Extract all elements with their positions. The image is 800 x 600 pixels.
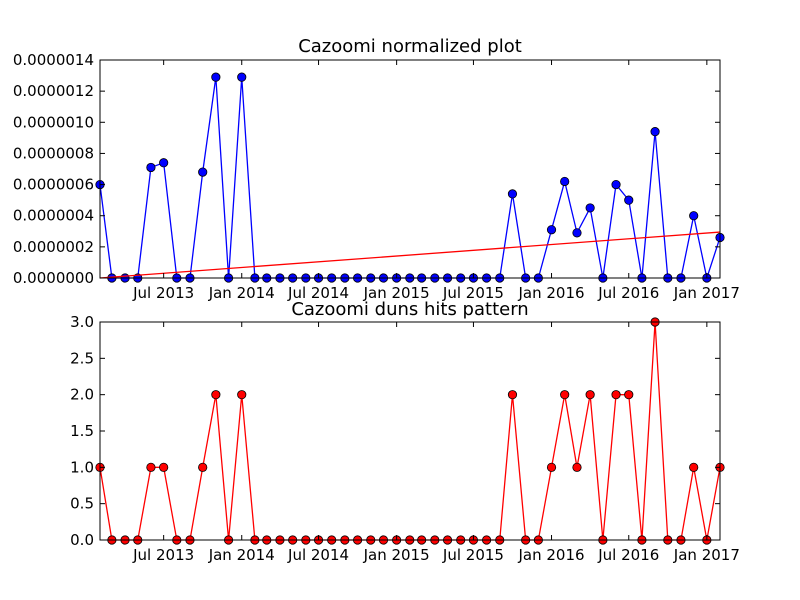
x-tick-label: Jan 2015	[363, 546, 430, 564]
x-tick-label: Jan 2017	[673, 284, 740, 302]
data-point-0-9	[211, 72, 221, 82]
x-tick-label: Jul 2013	[132, 284, 194, 302]
y-tick-label: 0.0000010	[13, 113, 94, 131]
x-tick-label: Jan 2014	[208, 546, 275, 564]
data-point-0-5	[159, 462, 169, 472]
data-point-0-43	[650, 127, 660, 137]
y-tick-label: 0.0000004	[13, 207, 94, 225]
series-line-1	[99, 231, 721, 279]
x-tick-label: Jul 2015	[442, 546, 504, 564]
x-tick-label: Jul 2013	[132, 546, 194, 564]
data-point-0-4	[146, 162, 156, 173]
data-point-0-38	[585, 203, 595, 213]
y-tick-label: 0.0000000	[13, 269, 94, 287]
x-tick-label: Jul 2014	[287, 284, 349, 302]
y-tick-label: 0.0000012	[13, 82, 94, 100]
y-tick-label: 0.5	[70, 495, 94, 513]
data-point-0-11	[237, 72, 247, 82]
data-point-0-5	[159, 158, 169, 168]
data-point-0-38	[585, 390, 595, 400]
x-tick-label: Jan 2014	[208, 284, 275, 302]
x-tick-label: Jan 2016	[517, 284, 584, 302]
x-tick-label: Jan 2017	[673, 546, 740, 564]
y-tick-label: 2.0	[70, 386, 94, 404]
data-point-0-32	[507, 189, 518, 199]
x-tick-label: Jul 2014	[287, 546, 349, 564]
x-tick-label: Jan 2016	[517, 546, 584, 564]
data-point-0-46	[689, 462, 699, 472]
x-tick-label: Jul 2015	[442, 284, 504, 302]
data-point-0-9	[211, 390, 221, 400]
data-point-0-8	[198, 167, 208, 177]
plot-frame	[99, 59, 721, 279]
data-point-0-37	[572, 228, 582, 238]
y-tick-label: 1.5	[70, 422, 94, 440]
x-tick-label: Jul 2016	[597, 284, 659, 302]
y-tick-label: 1.0	[70, 458, 94, 476]
data-point-0-36	[560, 390, 570, 400]
y-tick-label: 2.5	[70, 349, 94, 367]
data-point-0-46	[689, 211, 699, 221]
chart-title-normalized: Cazoomi normalized plot	[298, 36, 522, 57]
y-tick-label: 3.0	[70, 313, 94, 331]
data-point-0-37	[572, 462, 582, 472]
y-tick-label: 0.0	[70, 531, 94, 549]
x-tick-label: Jul 2016	[597, 546, 659, 564]
y-tick-label: 0.0000014	[13, 51, 94, 69]
y-tick-label: 0.0000002	[13, 238, 94, 256]
data-point-0-8	[198, 462, 208, 472]
x-tick-label: Jan 2015	[363, 284, 430, 302]
chart-title-hits: Cazoomi duns hits pattern	[291, 299, 528, 320]
hits-pattern-plot: 0.0 0.5 1.0 1.5 2.0 2.5 3.0 Jul 2013 Jan 2014 Jul…	[70, 313, 740, 564]
data-point-0-40	[611, 179, 621, 190]
normalized-plot: 0.0000000 0.0000002 0.0000004 0.0000006 0.00…	[13, 51, 740, 302]
data-point-0-35	[546, 462, 557, 472]
y-tick-label: 0.0000008	[13, 144, 94, 162]
data-point-0-40	[611, 390, 621, 400]
data-point-0-41	[624, 195, 634, 205]
data-point-0-32	[507, 390, 518, 400]
data-point-0-11	[237, 390, 247, 400]
y-tick-label: 0.0000006	[13, 176, 94, 194]
data-point-0-41	[624, 390, 634, 400]
data-point-0-4	[146, 462, 156, 472]
data-point-0-36	[560, 176, 570, 187]
data-point-0-35	[546, 225, 557, 235]
